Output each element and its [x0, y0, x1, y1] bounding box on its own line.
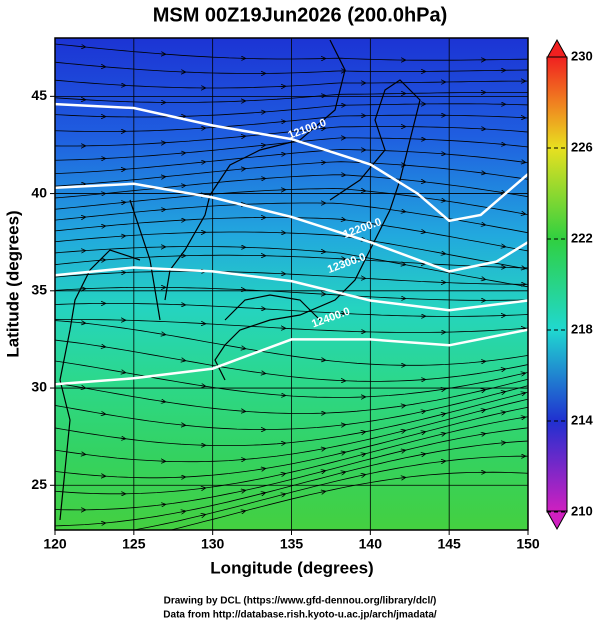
x-tick-label: 130 — [201, 536, 225, 552]
y-tick-label: 45 — [31, 87, 47, 103]
streamline-arrow — [161, 504, 165, 505]
y-tick-label: 25 — [31, 476, 47, 492]
x-tick-label: 150 — [516, 536, 540, 552]
y-tick-label: 30 — [31, 379, 47, 395]
streamline-arrow — [81, 454, 85, 455]
colorbar-tick-label: 230 — [571, 48, 593, 63]
x-tick-label: 120 — [43, 536, 67, 552]
colorbar-extend-top — [547, 40, 567, 58]
streamline-arrow — [161, 531, 165, 532]
chart-title: MSM 00Z19Jun2026 (200.0hPa) — [153, 4, 448, 26]
y-tick-label: 35 — [31, 282, 47, 298]
colorbar — [547, 57, 567, 512]
x-axis-label: Longitude (degrees) — [210, 558, 373, 577]
credit: Data from http://database.rish.kyoto-u.a… — [163, 610, 437, 621]
colorbar-tick-label: 222 — [571, 230, 593, 245]
x-tick-label: 125 — [122, 536, 146, 552]
y-tick-label: 40 — [31, 184, 47, 200]
streamline-arrow — [401, 478, 405, 479]
x-tick-label: 145 — [437, 536, 461, 552]
colorbar-tick-label: 226 — [571, 139, 593, 154]
x-tick-label: 140 — [359, 536, 383, 552]
credit: Drawing by DCL (https://www.gfd-dennou.o… — [164, 596, 437, 607]
x-tick-label: 135 — [280, 536, 304, 552]
colorbar-extend-bottom — [547, 511, 567, 529]
streamline-arrow — [121, 438, 125, 439]
streamline-arrow — [201, 488, 205, 489]
colorbar-tick-label: 214 — [571, 412, 593, 427]
y-axis-label: Latitude (degrees) — [3, 210, 22, 357]
streamline-arrow — [81, 548, 85, 549]
colorbar-tick-label: 218 — [571, 321, 593, 336]
colorbar-tick-label: 210 — [571, 503, 593, 518]
streamline-arrow — [481, 173, 485, 174]
streamline-arrow — [121, 532, 125, 533]
